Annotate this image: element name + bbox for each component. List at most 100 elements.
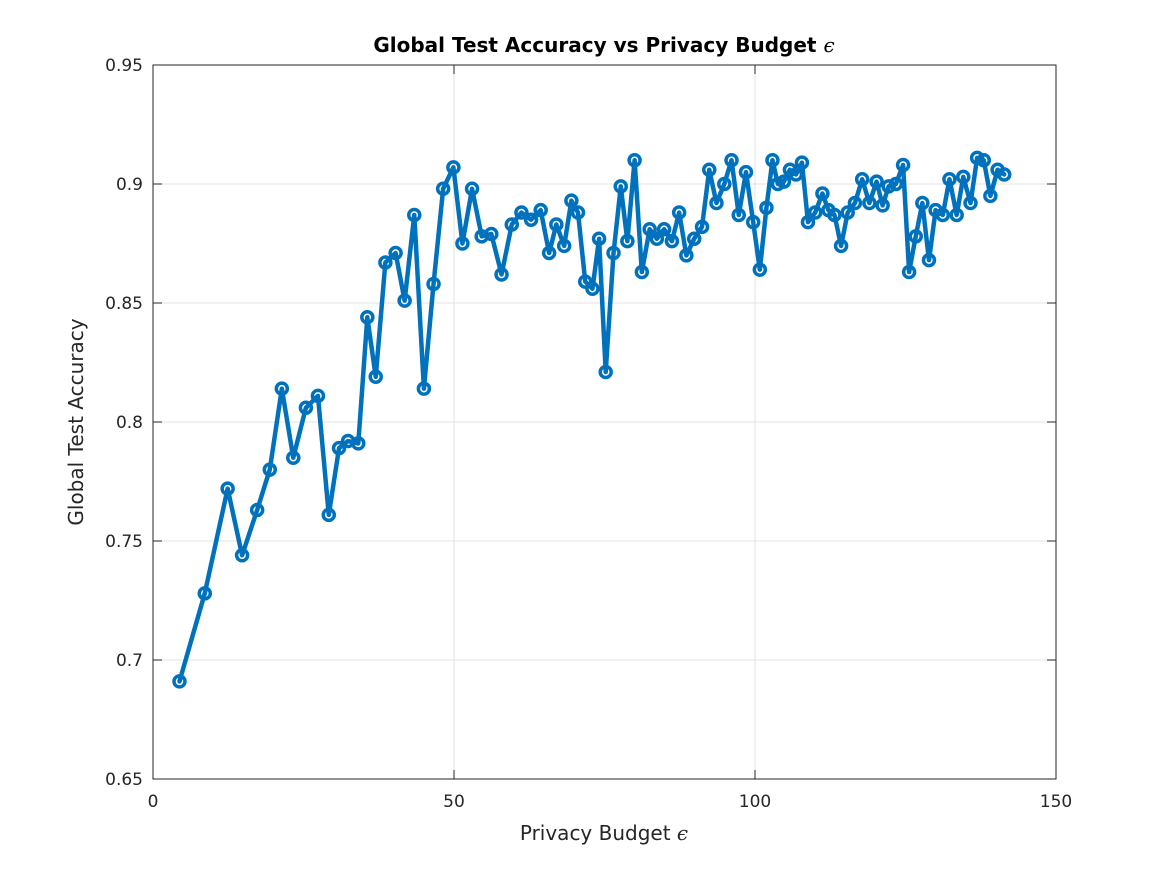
data-point-marker <box>847 195 863 211</box>
y-tick-label: 0.9 <box>116 175 143 195</box>
data-point-marker <box>738 164 754 180</box>
data-point-marker <box>220 481 235 496</box>
y-tick-label: 0.95 <box>105 56 143 76</box>
data-point-marker <box>671 205 687 220</box>
data-point-marker <box>446 160 461 175</box>
data-point-marker <box>321 507 337 523</box>
data-point-marker <box>426 276 441 292</box>
data-point-marker <box>407 207 422 223</box>
data-point-marker <box>709 195 724 211</box>
tick-marks <box>152 64 1057 780</box>
data-point-marker <box>249 502 265 518</box>
data-point-marker <box>416 381 432 396</box>
data-point-marker <box>895 157 911 173</box>
data-point-marker <box>598 364 613 380</box>
data-point-marker <box>901 264 917 280</box>
data-point-marker <box>935 207 951 223</box>
data-point-marker <box>686 231 702 246</box>
data-point-marker <box>504 217 520 232</box>
data-point-marker <box>591 231 607 246</box>
data-point-marker <box>942 171 957 187</box>
data-point-marker <box>752 262 768 277</box>
data-point-marker <box>656 221 672 237</box>
data-point-marker <box>649 231 665 246</box>
data-point-marker <box>331 440 347 456</box>
data-point-marker <box>494 267 509 282</box>
x-tick-labels: 0 50 100 150 <box>148 792 1073 812</box>
data-point-marker <box>585 281 600 296</box>
data-point-marker <box>368 369 383 385</box>
data-point-marker <box>949 207 964 223</box>
data-point-marker <box>788 167 804 182</box>
data-point-marker <box>888 176 904 192</box>
data-point-marker <box>956 169 971 185</box>
data-point-marker <box>800 214 816 230</box>
data-point-marker <box>731 207 746 223</box>
data-point-marker <box>274 381 290 396</box>
data-point-marker <box>606 245 621 261</box>
data-point-marker <box>765 152 780 168</box>
data-point-marker <box>794 155 810 170</box>
data-point-marker <box>613 179 629 194</box>
data-point-marker <box>833 238 849 254</box>
data-point-marker <box>360 310 375 325</box>
series-markers <box>172 150 1012 689</box>
data-point-marker <box>881 179 896 194</box>
data-point-marker <box>435 181 451 197</box>
data-point-marker <box>464 181 480 197</box>
data-point-marker <box>286 450 301 465</box>
data-point-marker <box>556 238 572 254</box>
data-point-marker <box>262 462 278 477</box>
chart-title: Global Test Accuracy vs Privacy Budget ϵ <box>373 33 834 57</box>
data-point-marker <box>351 436 366 451</box>
y-tick-label: 0.65 <box>105 770 143 790</box>
data-point-marker <box>759 200 774 216</box>
data-point-marker <box>996 167 1012 182</box>
data-point-marker <box>397 293 412 308</box>
y-tick-label: 0.85 <box>105 294 143 314</box>
data-point-marker <box>197 586 213 601</box>
data-point-marker <box>514 205 529 220</box>
data-point-marker <box>969 150 985 166</box>
data-point-marker <box>570 205 586 220</box>
data-point-marker <box>921 252 937 268</box>
data-point-marker <box>724 152 739 168</box>
data-point-marker <box>455 236 470 251</box>
data-point-marker <box>620 233 635 249</box>
data-point-marker <box>234 548 250 563</box>
y-tick-labels: 0.65 0.7 0.75 0.8 0.85 0.9 0.95 <box>105 56 143 790</box>
x-axis-label: Privacy Budget ϵ <box>520 821 688 845</box>
data-point-marker <box>642 221 657 237</box>
y-tick-label: 0.75 <box>105 532 143 552</box>
data-point-marker <box>854 171 870 187</box>
data-point-marker <box>378 255 393 270</box>
y-tick-label: 0.8 <box>116 413 143 433</box>
x-tick-label: 0 <box>148 792 159 812</box>
x-tick-label: 50 <box>443 792 465 812</box>
data-point-marker <box>679 248 694 263</box>
data-point-marker <box>634 264 650 280</box>
data-point-marker <box>745 214 761 230</box>
data-point-marker <box>577 274 593 289</box>
data-point-marker <box>533 202 548 218</box>
data-point-marker <box>484 226 499 242</box>
y-tick-label: 0.7 <box>116 651 143 671</box>
data-point-marker <box>388 245 403 261</box>
x-tick-label: 100 <box>739 792 771 812</box>
data-point-marker <box>564 193 579 208</box>
data-point-marker <box>549 217 564 232</box>
data-point-marker <box>983 188 998 204</box>
data-point-marker <box>694 219 710 235</box>
data-point-marker <box>869 174 884 189</box>
data-point-marker <box>840 205 855 220</box>
data-point-marker <box>963 195 978 211</box>
data-point-marker <box>717 176 732 192</box>
data-point-marker <box>827 207 842 223</box>
data-point-marker <box>908 229 923 244</box>
y-axis-label: Global Test Accuracy <box>64 318 88 525</box>
data-point-marker <box>807 205 823 220</box>
data-point-marker <box>815 186 830 201</box>
data-point-marker <box>875 198 890 213</box>
xlabel-epsilon-symbol: ϵ <box>677 821 688 845</box>
